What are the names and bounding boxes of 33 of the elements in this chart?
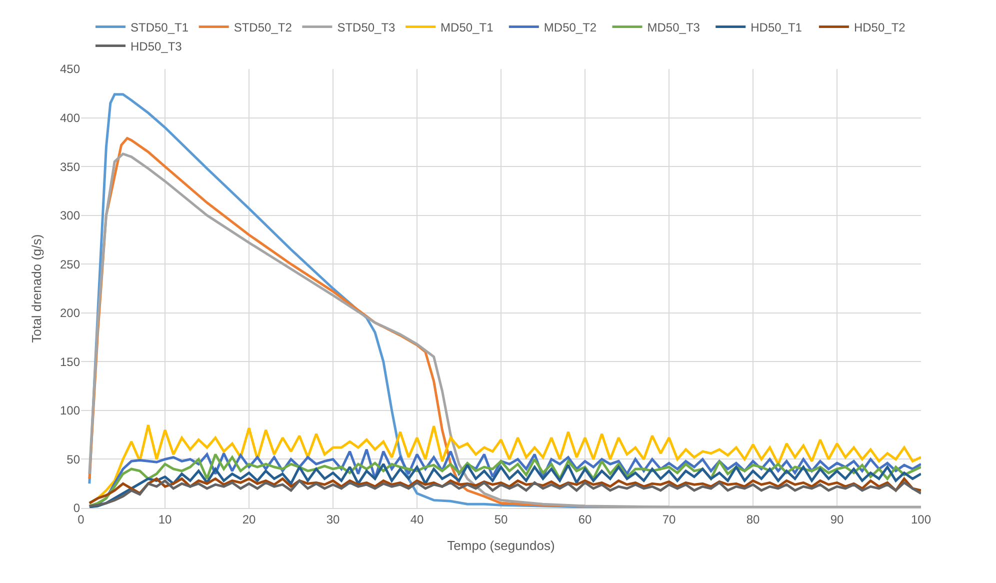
- x-tick-label: 90: [830, 512, 844, 526]
- x-tick-label: 40: [410, 512, 424, 526]
- x-tick-label: 70: [662, 512, 676, 526]
- legend-label: MD50_T3: [647, 20, 700, 34]
- legend-label: HD50_T2: [854, 20, 906, 34]
- y-tick-label: 100: [60, 404, 80, 418]
- line-series: [88, 462, 921, 508]
- legend-label: MD50_T2: [544, 20, 597, 34]
- y-tick-label: 0: [73, 501, 80, 516]
- y-tick-label: 300: [60, 208, 80, 223]
- x-axis-title: Tempo (segundos): [447, 538, 555, 553]
- legend-label: HD50_T1: [750, 20, 802, 34]
- y-tick-label: 200: [60, 306, 80, 320]
- y-tick-label: 450: [60, 62, 80, 76]
- y-tick-label: 250: [60, 257, 80, 272]
- legend-label: HD50_T3: [130, 39, 182, 54]
- y-tick-label: 400: [60, 110, 80, 125]
- legend-label: STD50_T1: [130, 20, 189, 34]
- legend-label: STD50_T2: [234, 20, 292, 34]
- y-tick-label: 350: [60, 160, 80, 174]
- line-series: [88, 152, 921, 508]
- x-tick-label: 100: [910, 512, 932, 526]
- x-tick-label: 80: [746, 512, 760, 526]
- x-tick-label: 60: [578, 512, 592, 526]
- x-tick-label: 30: [326, 512, 340, 526]
- legend-label: STD50_T3: [337, 20, 396, 34]
- x-tick-label: 20: [242, 512, 256, 526]
- y-tick-label: 50: [66, 452, 80, 466]
- legend-label: MD50_T1: [440, 20, 494, 34]
- x-tick-label: 50: [494, 512, 508, 526]
- x-tick-label: 10: [158, 512, 172, 526]
- y-axis-title: Total drenado (g/s): [28, 234, 44, 343]
- y-tick-label: 150: [60, 354, 80, 369]
